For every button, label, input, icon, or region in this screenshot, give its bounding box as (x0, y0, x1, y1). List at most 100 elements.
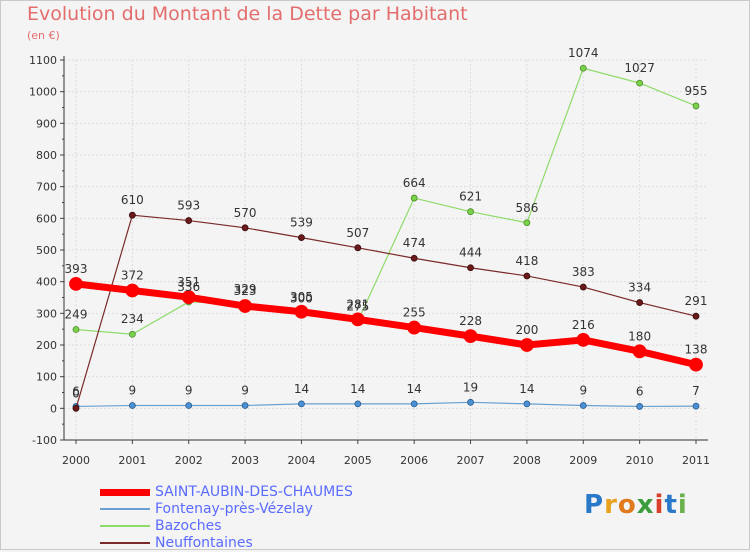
y-tick-label: 0 (50, 402, 57, 415)
legend-swatch (100, 542, 150, 544)
data-point (523, 219, 531, 227)
y-tick-label: 500 (36, 244, 57, 257)
data-label: 334 (628, 281, 651, 295)
data-label: 228 (459, 314, 482, 328)
data-label: 6 (72, 384, 80, 398)
data-label: 0 (72, 386, 80, 400)
x-tick-label: 2009 (569, 454, 597, 467)
data-label: 14 (350, 382, 365, 396)
data-label: 249 (65, 307, 88, 321)
x-tick-label: 2002 (175, 454, 203, 467)
data-point (410, 194, 418, 202)
data-label: 593 (177, 199, 200, 213)
data-label: 19 (463, 380, 478, 394)
x-tick-label: 2003 (231, 454, 259, 467)
data-label: 138 (685, 343, 708, 357)
data-point (523, 400, 531, 408)
data-point (692, 312, 700, 320)
y-tick-label: 400 (36, 276, 57, 289)
data-point (410, 254, 418, 262)
data-label: 664 (403, 176, 426, 190)
data-point (241, 402, 249, 409)
chart-title: Evolution du Montant de la Dette par Hab… (27, 3, 468, 25)
data-point (128, 402, 136, 409)
data-label: 539 (290, 216, 313, 230)
x-tick-label: 2006 (400, 454, 428, 467)
data-point (185, 402, 193, 409)
data-point (636, 79, 644, 87)
data-label: 14 (519, 382, 534, 396)
data-label: 570 (234, 206, 257, 220)
legend-label: Fontenay-près-Vézelay (155, 501, 313, 517)
data-label: 255 (403, 306, 426, 320)
y-tick-label: -100 (32, 434, 57, 447)
data-point (298, 234, 305, 242)
data-label: 393 (65, 262, 88, 276)
series-line (75, 214, 697, 409)
data-label: 291 (685, 294, 708, 308)
data-label: 621 (459, 190, 482, 204)
data-point (128, 330, 136, 338)
data-point (463, 329, 478, 344)
data-label: 281 (346, 297, 369, 311)
data-label: 9 (185, 383, 193, 397)
y-tick-label: 100 (36, 371, 57, 384)
data-label: 1074 (568, 46, 599, 60)
data-label: 14 (294, 382, 309, 396)
data-point (407, 320, 422, 335)
data-label: 323 (234, 284, 257, 298)
data-point (692, 402, 700, 410)
data-point (636, 299, 644, 306)
data-label: 372 (121, 269, 144, 283)
data-point (689, 357, 703, 372)
y-tick-label: 900 (36, 117, 57, 130)
y-tick-label: 800 (36, 149, 57, 162)
data-label: 336 (177, 280, 200, 294)
data-point (632, 344, 647, 359)
series-line (75, 401, 697, 408)
data-point (523, 272, 531, 280)
data-label: 586 (515, 201, 538, 215)
data-label: 507 (346, 226, 369, 240)
data-label: 305 (290, 290, 313, 304)
data-point (72, 326, 80, 333)
chart-unit: (en €) (27, 29, 60, 42)
data-point (241, 224, 249, 232)
x-tick-label: 2005 (344, 454, 372, 467)
legend-label: Bazoches (155, 518, 222, 534)
x-tick-label: 2004 (287, 454, 315, 467)
y-tick-label: 1000 (29, 86, 57, 99)
data-point (354, 400, 362, 408)
y-tick-label: 200 (36, 339, 57, 352)
legend-label: Neuffontaines (155, 535, 253, 551)
data-point (467, 264, 474, 272)
data-label: 200 (515, 323, 538, 337)
data-label: 9 (129, 383, 137, 397)
data-point (125, 283, 140, 298)
y-tick-label: 700 (36, 181, 57, 194)
y-tick-label: 300 (36, 307, 57, 320)
data-point (238, 299, 252, 313)
y-tick-label: 1100 (29, 54, 57, 67)
data-label: 9 (579, 383, 587, 397)
legend-swatch (100, 489, 150, 496)
data-label: 1027 (624, 61, 655, 75)
data-label: 9 (241, 383, 249, 397)
data-label: 234 (121, 312, 144, 326)
x-tick-label: 2011 (682, 454, 710, 467)
data-label: 216 (572, 318, 595, 332)
y-tick-label: 600 (36, 212, 57, 225)
data-label: 474 (403, 236, 426, 250)
proxiti-logo: Proxiti (584, 490, 688, 520)
data-point (181, 290, 196, 305)
data-label: 180 (628, 329, 651, 343)
data-point (692, 102, 700, 110)
data-point (579, 402, 587, 409)
data-point (294, 304, 309, 319)
data-point (520, 338, 534, 352)
data-point (350, 312, 365, 327)
x-tick-label: 2010 (626, 454, 654, 467)
data-point (579, 64, 587, 72)
data-label: 7 (692, 384, 700, 398)
x-tick-label: 2001 (118, 454, 146, 467)
